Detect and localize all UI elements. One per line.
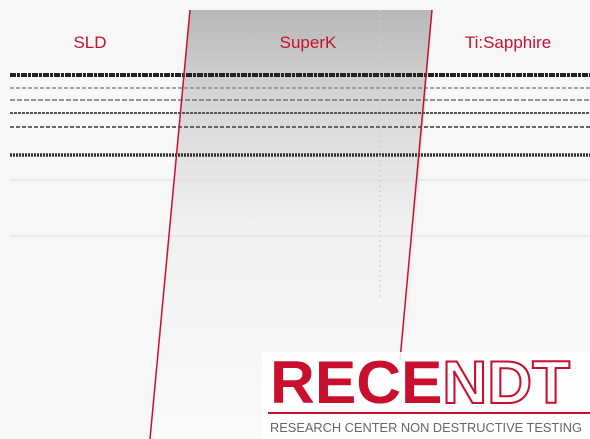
scan-image: SLD SuperK Ti:Sapphire RECENDT RESEARCH … xyxy=(0,0,590,439)
logo: RECENDT xyxy=(270,349,570,416)
page: SLD SuperK Ti:Sapphire RECENDT RESEARCH … xyxy=(0,0,590,439)
source-label: SuperK xyxy=(280,33,337,52)
logo-tagline: RESEARCH CENTER NON DESTRUCTIVE TESTING xyxy=(270,420,582,435)
logo-solid: RECE xyxy=(270,349,442,416)
source-label: Ti:Sapphire xyxy=(465,33,551,52)
logo-outline: NDT xyxy=(442,349,570,416)
source-label: SLD xyxy=(73,33,106,52)
